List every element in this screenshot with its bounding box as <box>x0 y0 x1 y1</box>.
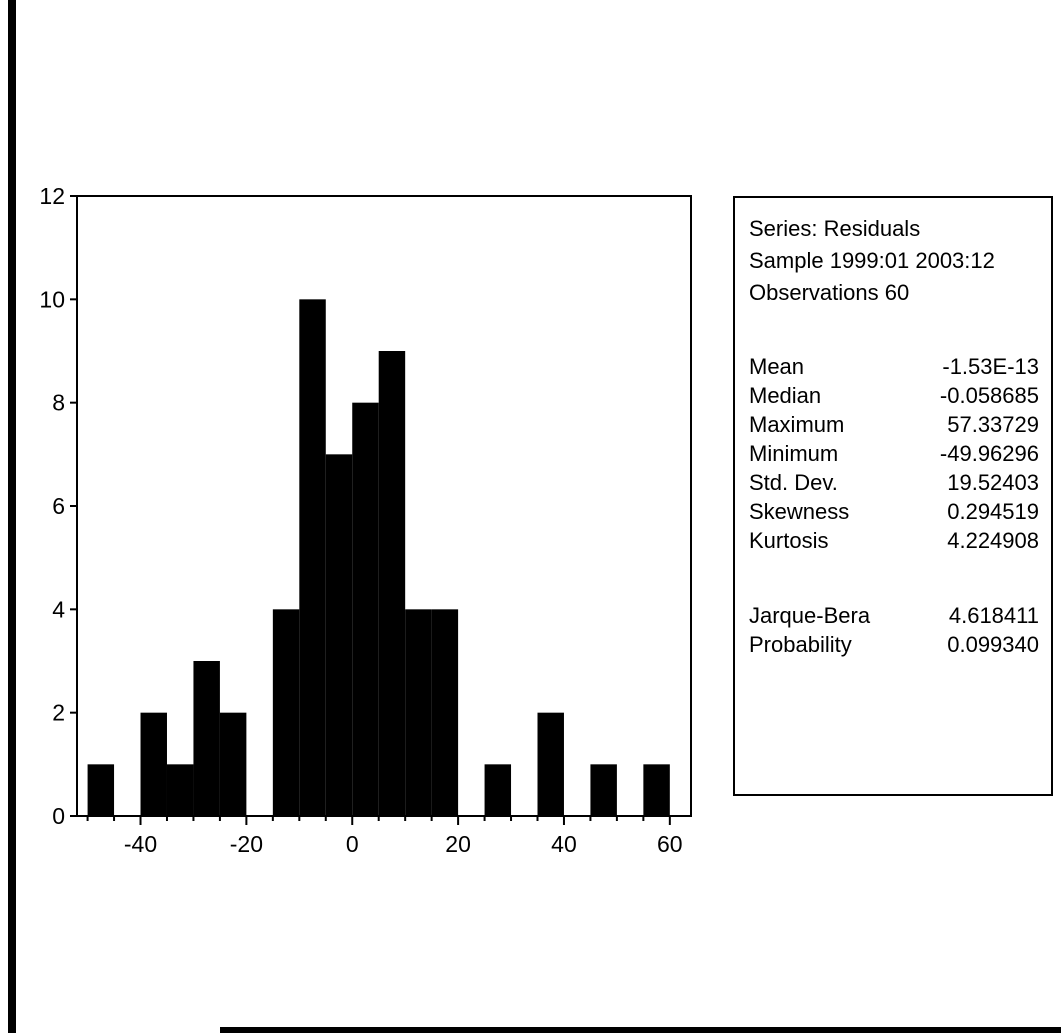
stat-value: -1.53E-13 <box>942 354 1039 379</box>
stat-label: Jarque-Bera <box>749 603 871 628</box>
y-tick-label: 4 <box>52 596 65 622</box>
histogram-bar <box>405 609 432 816</box>
ticks-layer <box>70 195 671 825</box>
histogram-bar <box>272 609 300 816</box>
observations-count: Observations 60 <box>749 280 910 305</box>
histogram-bar <box>537 712 564 816</box>
x-tick-label: 20 <box>445 831 471 857</box>
histogram-bar <box>87 764 115 816</box>
histogram-bar <box>325 454 353 816</box>
histogram-bar <box>352 402 379 816</box>
histogram-bar <box>484 764 512 816</box>
tick-labels-layer: 0 2 4 6 8 10 12 -40 -20 0 20 40 60 <box>39 183 682 857</box>
histogram-bar <box>140 712 167 816</box>
x-tick-label: 60 <box>657 831 683 857</box>
x-tick-label: -40 <box>124 831 157 857</box>
stat-label: Kurtosis <box>749 528 829 553</box>
stat-label: Skewness <box>749 499 850 524</box>
stat-value: -0.058685 <box>939 383 1039 408</box>
histogram-bar <box>431 609 459 816</box>
stat-label: Maximum <box>749 412 845 437</box>
stat-value: 0.099340 <box>947 632 1039 657</box>
x-tick-label: 0 <box>346 831 359 857</box>
histogram-bar <box>219 712 247 816</box>
stat-value: 4.618411 <box>948 603 1039 628</box>
x-tick-label: 40 <box>551 831 577 857</box>
histogram-bar <box>643 764 670 816</box>
stat-label: Mean <box>749 354 805 379</box>
y-tick-label: 0 <box>52 803 65 829</box>
series-name: Series: Residuals <box>749 216 921 241</box>
y-tick-label: 2 <box>52 700 65 726</box>
histogram-bar <box>193 661 220 816</box>
x-tick-label: -20 <box>230 831 263 857</box>
bars-layer <box>87 299 670 816</box>
stat-label: Median <box>749 383 822 408</box>
left-border-rule <box>8 0 16 1033</box>
statistics-panel: Series: Residuals Sample 1999:01 2003:12… <box>733 196 1053 796</box>
stat-label: Probability <box>749 632 852 657</box>
histogram-bar <box>166 764 194 816</box>
stat-label: Std. Dev. <box>749 470 838 495</box>
stat-value: 19.52403 <box>947 470 1039 495</box>
stat-value: 4.224908 <box>947 528 1039 553</box>
y-tick-label: 12 <box>39 183 65 209</box>
stat-value: 0.294519 <box>947 499 1039 524</box>
histogram-bar <box>590 764 617 816</box>
y-tick-label: 6 <box>52 493 65 519</box>
histogram-bar <box>378 351 406 816</box>
bottom-border-rule <box>220 1027 1061 1033</box>
stat-value: -49.96296 <box>939 441 1039 466</box>
stat-label: Minimum <box>749 441 839 466</box>
histogram-bar <box>299 299 326 816</box>
stat-value: 57.33729 <box>947 412 1039 437</box>
y-tick-label: 10 <box>39 286 65 312</box>
y-tick-label: 8 <box>52 390 65 416</box>
sample-range: Sample 1999:01 2003:12 <box>749 248 995 273</box>
